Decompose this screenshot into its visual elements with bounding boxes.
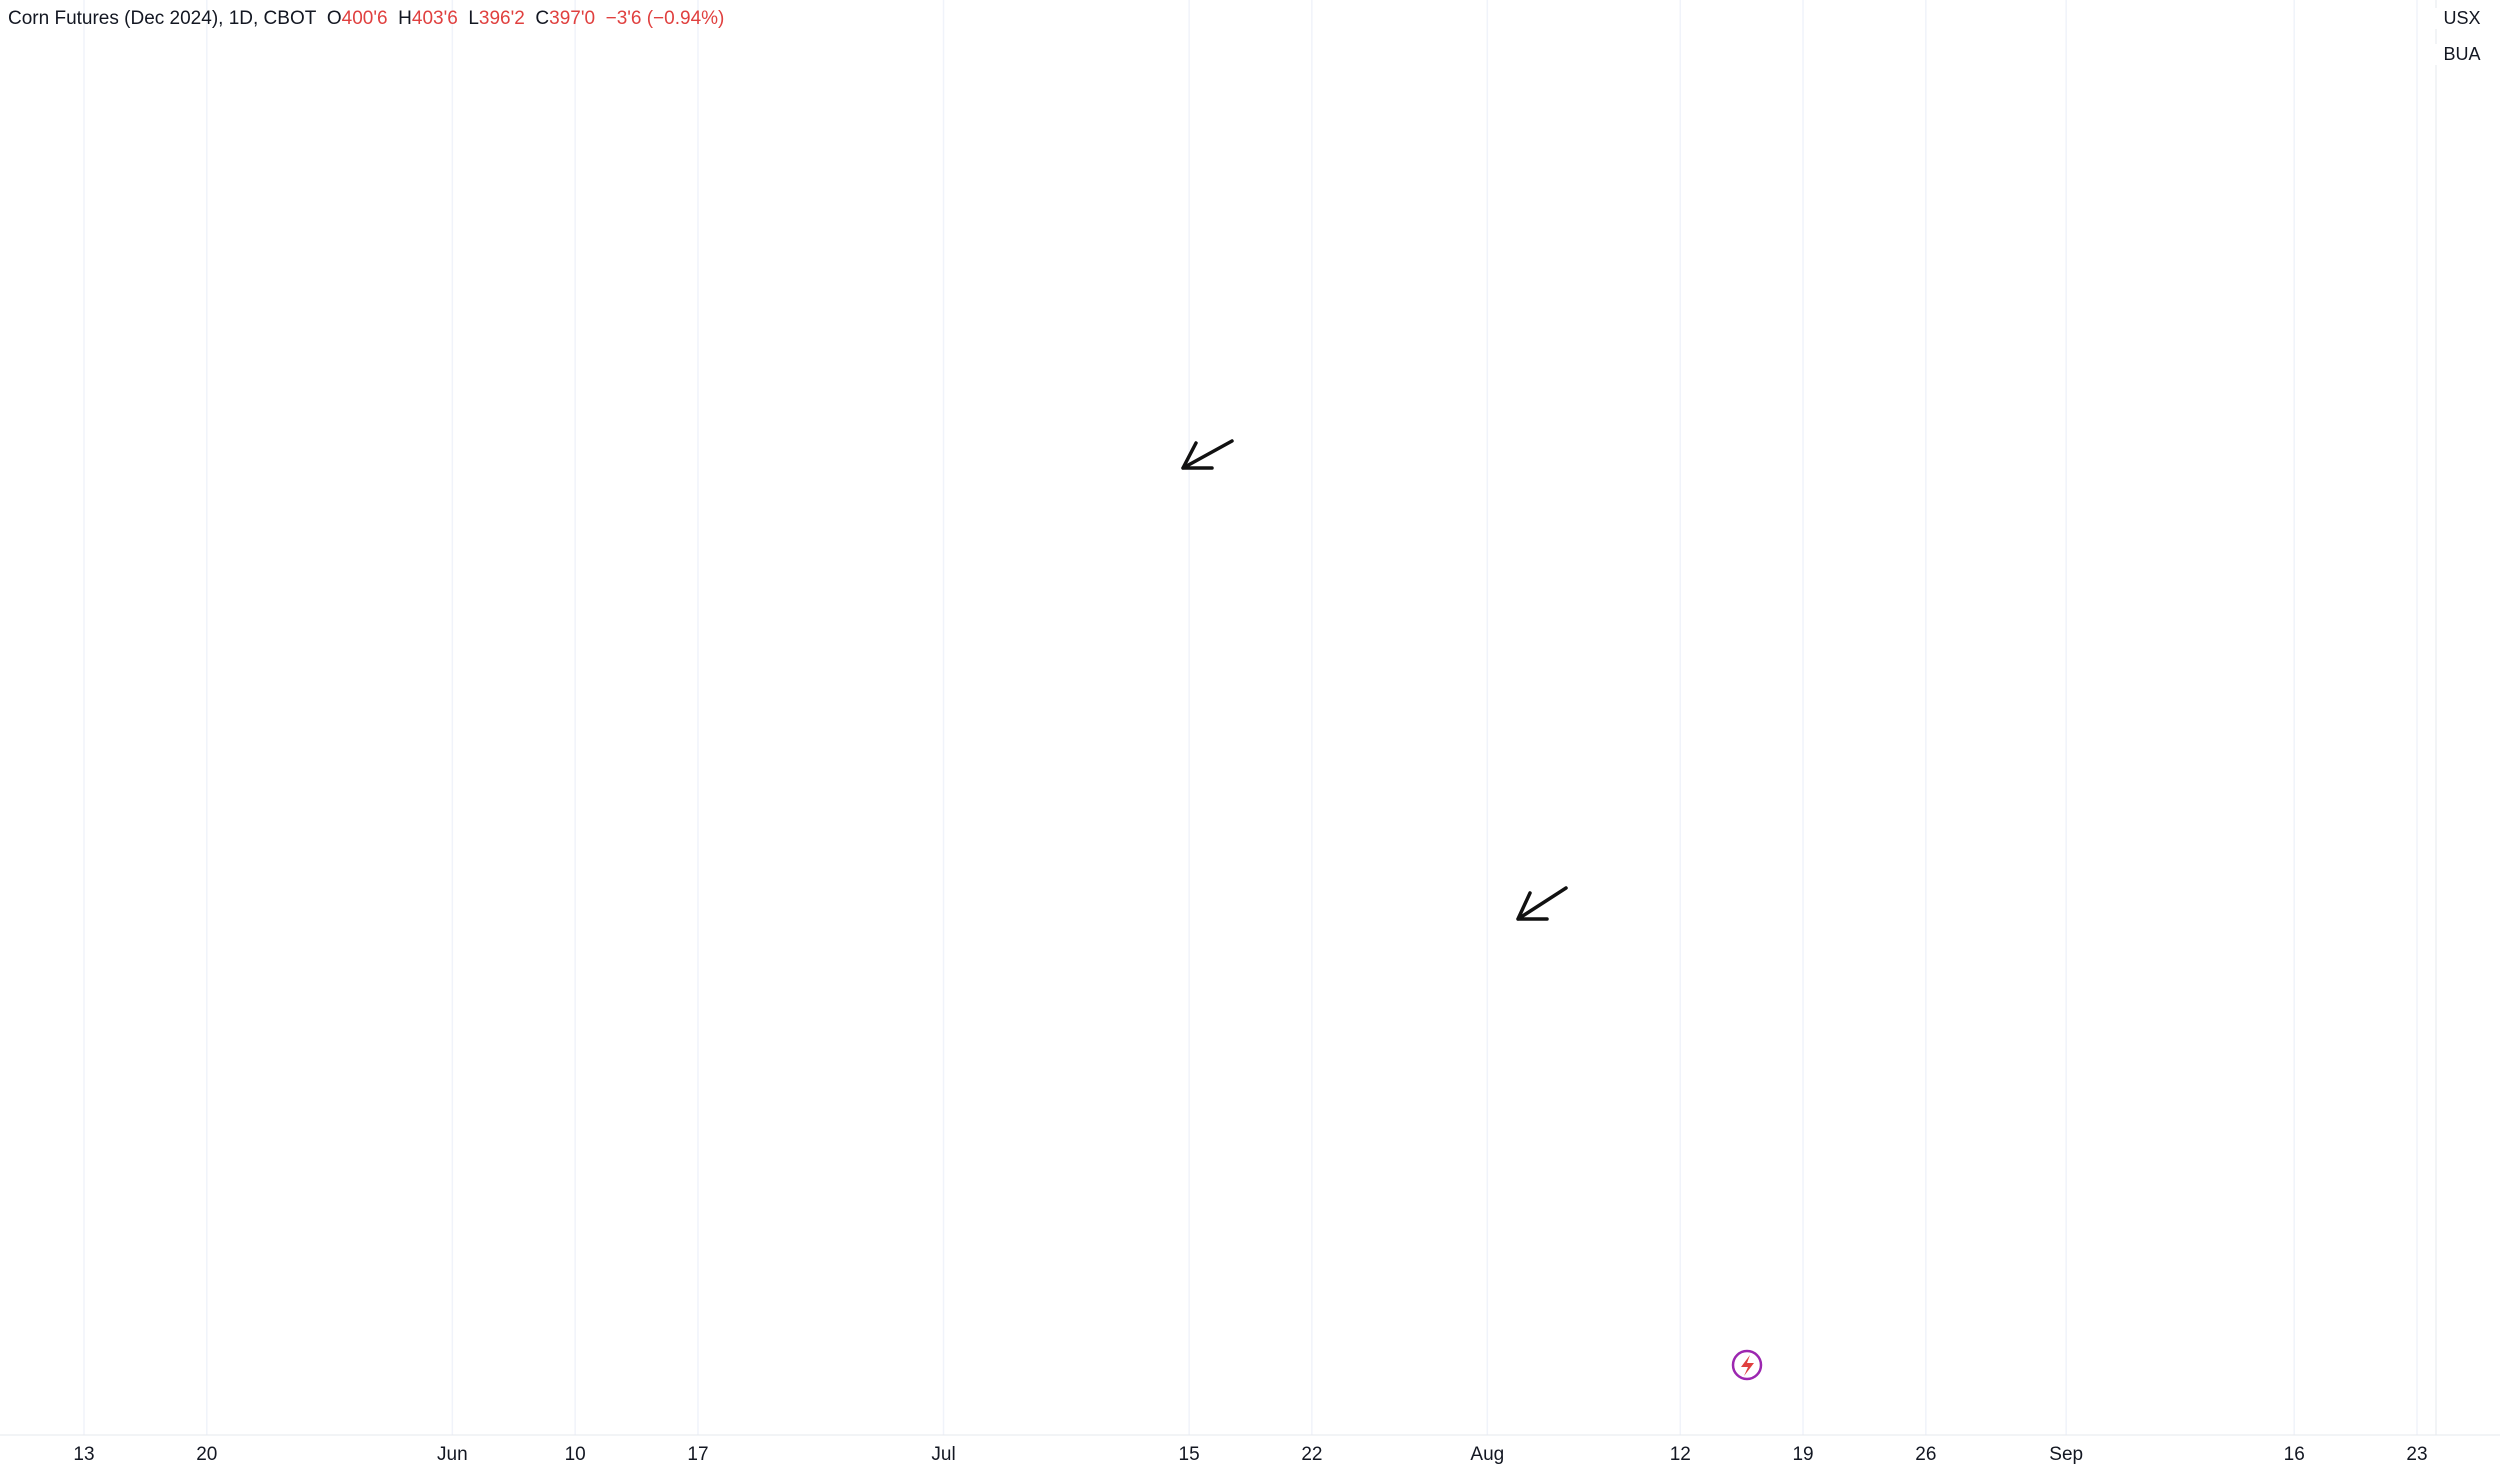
date-tick-label: 20 xyxy=(196,1444,217,1465)
date-tick-label: 10 xyxy=(565,1444,586,1465)
grid-lines xyxy=(83,0,2418,1435)
date-tick-label: Sep xyxy=(2049,1444,2083,1465)
high-value: 403'6 xyxy=(411,8,458,29)
change-value: −3'6 (−0.94%) xyxy=(605,8,725,29)
date-tick-label: 22 xyxy=(1301,1444,1322,1465)
short-term-arrow-icon xyxy=(1516,886,1568,921)
time-axis-labels: 13 20 Jun 10 17 Jul 15 22 Aug 12 19 26 Sep 16 23 xyxy=(73,1444,2427,1465)
lightning-icon[interactable] xyxy=(1731,1349,1763,1381)
date-tick-label: 12 xyxy=(1670,1444,1691,1465)
date-tick-label: 23 xyxy=(2406,1444,2427,1465)
open-value: 400'6 xyxy=(341,8,388,29)
symbol-title: Corn Futures (Dec 2024), 1D, CBOT xyxy=(8,8,317,29)
date-tick-label: 19 xyxy=(1792,1444,1813,1465)
ohlc-values: O400'6 H403'6 L396'2 C397'0 −3'6 (−0.94%… xyxy=(326,8,725,29)
low-value: 396'2 xyxy=(478,8,525,29)
currency-label[interactable]: USX xyxy=(2432,8,2492,29)
date-tick-label: Jun xyxy=(437,1444,468,1465)
symbol-header[interactable]: Corn Futures (Dec 2024), 1D, CBOT O400'6… xyxy=(8,8,724,30)
price-axis[interactable] xyxy=(2435,0,2500,1468)
date-tick-label: 17 xyxy=(687,1444,708,1465)
date-tick-label: 13 xyxy=(73,1444,94,1465)
close-value: 397'0 xyxy=(549,8,596,29)
annotation-arrows xyxy=(1181,439,1568,921)
long-term-arrow-icon xyxy=(1181,439,1234,470)
date-tick-label: Jul xyxy=(931,1444,955,1465)
unit-label[interactable]: BUA xyxy=(2432,44,2492,65)
date-tick-label: Aug xyxy=(1470,1444,1504,1465)
date-tick-label: 15 xyxy=(1179,1444,1200,1465)
date-tick-label: 16 xyxy=(2284,1444,2305,1465)
date-tick-label: 26 xyxy=(1915,1444,1936,1465)
